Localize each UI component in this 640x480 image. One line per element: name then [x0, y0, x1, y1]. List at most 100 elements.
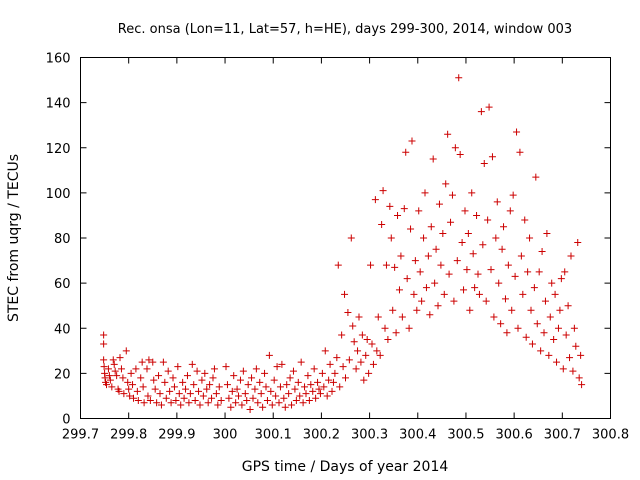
data-point	[479, 241, 487, 249]
data-point	[511, 272, 519, 280]
data-point	[182, 385, 190, 393]
data-point	[490, 313, 498, 321]
data-point	[569, 367, 577, 375]
data-point	[193, 367, 201, 375]
data-point	[514, 324, 522, 332]
data-point	[109, 356, 117, 364]
data-point	[519, 290, 527, 298]
data-point	[574, 239, 582, 247]
data-point	[314, 378, 322, 386]
data-point	[307, 381, 315, 389]
data-point	[503, 329, 511, 337]
x-tick-label: 300.1	[255, 428, 292, 443]
data-point	[434, 302, 442, 310]
x-tick-label: 299.9	[158, 428, 195, 443]
data-point	[570, 324, 578, 332]
data-point	[281, 403, 289, 411]
x-tick-label: 300	[213, 428, 238, 443]
data-point	[355, 313, 363, 321]
data-point	[272, 392, 280, 400]
data-point	[294, 378, 302, 386]
data-point	[488, 153, 496, 161]
data-point	[316, 390, 324, 398]
data-point	[538, 248, 546, 256]
data-point	[506, 207, 514, 215]
data-point	[166, 387, 174, 395]
y-tick-label: 0	[62, 413, 70, 428]
data-point	[153, 399, 161, 407]
data-point	[318, 369, 326, 377]
x-tick-label: 300.2	[303, 428, 340, 443]
data-point	[448, 191, 456, 199]
data-point	[185, 399, 193, 407]
data-point	[159, 358, 167, 366]
data-point	[100, 331, 108, 339]
data-point	[561, 268, 569, 276]
data-point	[513, 128, 521, 136]
data-point	[100, 340, 108, 348]
data-point	[155, 372, 163, 380]
data-point	[551, 290, 559, 298]
data-point	[572, 342, 580, 350]
data-point	[546, 313, 554, 321]
data-point	[156, 390, 164, 398]
data-point	[105, 372, 113, 380]
data-point	[344, 308, 352, 316]
data-point	[468, 189, 476, 197]
data-point	[501, 295, 509, 303]
data-point	[151, 385, 159, 393]
data-point	[526, 234, 534, 242]
data-point	[125, 385, 133, 393]
data-point	[198, 376, 206, 384]
data-point	[161, 378, 169, 386]
data-point	[137, 374, 145, 382]
y-tick-label: 40	[54, 322, 71, 337]
data-point	[447, 218, 455, 226]
data-point	[333, 354, 341, 362]
data-point	[474, 270, 482, 278]
data-point	[577, 351, 585, 359]
data-point	[349, 322, 357, 330]
data-point	[175, 390, 183, 398]
data-point	[110, 360, 118, 368]
data-point	[471, 284, 479, 292]
data-point	[113, 372, 121, 380]
data-point	[209, 374, 217, 382]
data-point	[246, 405, 254, 413]
data-point	[517, 252, 525, 260]
data-point	[230, 372, 238, 380]
data-point	[548, 279, 556, 287]
data-point	[144, 392, 152, 400]
data-point	[411, 257, 419, 265]
x-tick-label: 300.6	[496, 428, 533, 443]
data-point	[334, 261, 342, 269]
data-point	[352, 365, 360, 373]
data-point	[341, 290, 349, 298]
data-point	[280, 394, 288, 402]
data-point	[497, 320, 505, 328]
data-point	[236, 376, 244, 384]
data-point	[550, 336, 558, 344]
data-point	[130, 394, 137, 402]
data-point	[321, 347, 329, 355]
data-point	[150, 376, 158, 384]
data-point	[456, 151, 464, 159]
data-point	[498, 245, 506, 253]
y-tick-label: 20	[54, 367, 71, 382]
data-point	[389, 306, 397, 314]
data-point	[138, 358, 146, 366]
data-point	[392, 329, 400, 337]
data-point	[215, 383, 223, 391]
data-point	[566, 354, 574, 362]
data-point	[167, 399, 175, 407]
data-point	[172, 396, 180, 404]
data-point	[556, 306, 564, 314]
data-point	[297, 358, 305, 366]
data-point	[285, 390, 293, 398]
x-axis-label: GPS time / Days of year 2014	[242, 459, 449, 475]
data-point	[315, 385, 323, 393]
data-point	[400, 205, 408, 213]
data-point	[190, 381, 198, 389]
data-point	[248, 374, 256, 382]
data-point	[379, 187, 387, 195]
